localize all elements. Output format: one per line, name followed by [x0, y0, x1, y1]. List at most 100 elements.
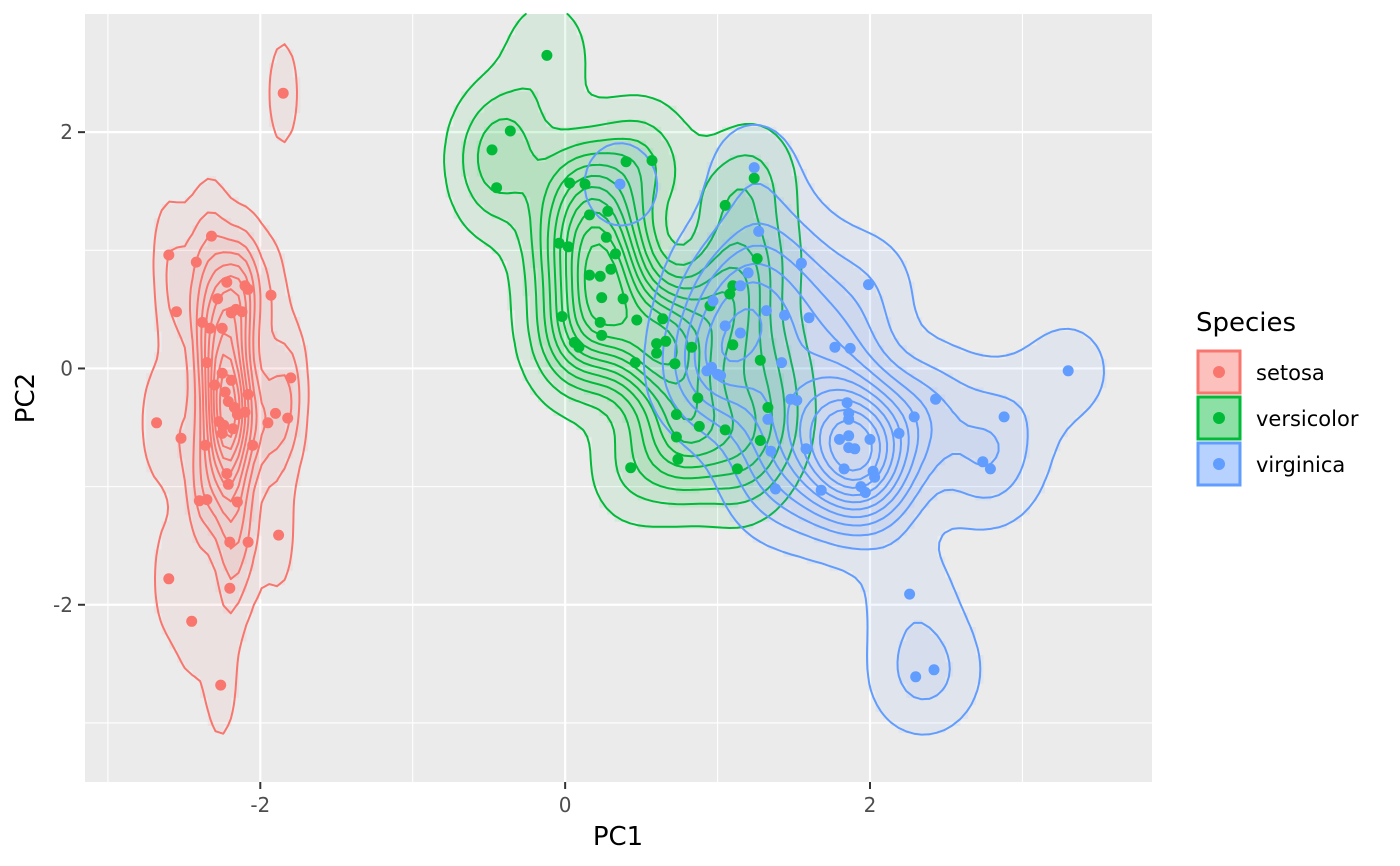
virginica-point	[742, 267, 754, 279]
setosa-point	[215, 679, 227, 691]
versicolor-point	[670, 431, 682, 443]
versicolor-point	[562, 241, 574, 253]
axes: -2 0 2 -2 0 2	[53, 120, 876, 817]
versicolor-point	[660, 335, 672, 347]
legend-label-setosa: setosa	[1256, 361, 1325, 385]
setosa-contour-line	[212, 332, 244, 462]
setosa-point	[221, 276, 233, 288]
virginica-point	[843, 430, 855, 442]
versicolor-point	[727, 339, 739, 351]
versicolor-contour-line	[443, 13, 817, 529]
virginica-point	[908, 411, 920, 423]
setosa-point	[186, 615, 198, 627]
virginica-point	[800, 443, 812, 455]
legend: Species setosa versicolor virginica	[1196, 308, 1359, 487]
versicolor-point	[762, 402, 774, 413]
setosa-point	[224, 536, 236, 548]
virginica-point	[715, 370, 727, 382]
setosa-point	[219, 386, 231, 398]
virginica-point	[779, 309, 791, 321]
virginica-point	[841, 397, 853, 409]
setosa-point	[225, 374, 237, 386]
setosa-point	[262, 417, 274, 429]
setosa-point	[242, 283, 254, 295]
virginica-point	[930, 393, 942, 405]
versicolor-point	[631, 314, 643, 326]
virginica-contour-line	[818, 408, 881, 481]
setosa-point	[212, 293, 224, 305]
virginica-point	[614, 178, 626, 190]
virginica-point	[864, 433, 876, 445]
virginica-point	[838, 463, 850, 475]
x-tick-label: -2	[250, 793, 270, 817]
versicolor-point	[669, 358, 681, 370]
versicolor-contour-line	[576, 226, 678, 366]
versicolor-density-lines	[443, 13, 817, 529]
setosa-point	[218, 419, 230, 431]
versicolor-point	[541, 49, 553, 61]
virginica-point	[984, 463, 996, 475]
virginica-point	[904, 588, 916, 600]
versicolor-point	[596, 292, 608, 304]
versicolor-point	[629, 357, 641, 369]
virginica-point	[765, 445, 777, 457]
virginica-point	[770, 483, 781, 495]
legend-label-versicolor: versicolor	[1256, 407, 1359, 431]
setosa-point	[282, 412, 294, 424]
versicolor-point	[625, 462, 637, 474]
setosa-point	[216, 322, 228, 334]
virginica-point	[803, 312, 815, 324]
virginica-contour-line	[704, 281, 910, 511]
setosa-point	[175, 432, 187, 444]
versicolor-point	[693, 420, 705, 432]
versicolor-point	[748, 172, 760, 184]
grid-lines	[85, 14, 1152, 782]
versicolor-point	[646, 155, 658, 166]
versicolor-point	[657, 313, 669, 325]
versicolor-point	[491, 182, 503, 194]
setosa-point	[199, 439, 211, 451]
versicolor-point	[651, 338, 663, 350]
setosa-point	[270, 407, 281, 419]
legend-items: setosa versicolor virginica	[1196, 349, 1359, 487]
setosa-point	[163, 573, 175, 585]
virginica-point	[869, 471, 881, 483]
versicolor-point	[610, 248, 621, 260]
virginica-point	[849, 443, 861, 455]
versicolor-point	[727, 280, 739, 292]
setosa-point	[171, 306, 182, 318]
setosa-point	[236, 306, 248, 318]
data-points	[151, 49, 1074, 691]
virginica-point	[719, 320, 731, 332]
versicolor-point	[731, 463, 743, 475]
setosa-point	[222, 478, 234, 490]
setosa-point	[206, 230, 217, 242]
setosa-point	[204, 322, 216, 334]
setosa-contour-line	[204, 275, 253, 503]
setosa-point	[231, 496, 243, 508]
versicolor-point	[754, 354, 766, 366]
versicolor-point	[602, 205, 614, 217]
versicolor-point	[719, 424, 731, 436]
virginica-density-fill	[584, 126, 1107, 734]
virginica-point	[815, 484, 827, 496]
versicolor-point	[556, 311, 568, 322]
virginica-point	[776, 357, 788, 369]
setosa-point	[216, 427, 228, 439]
setosa-point	[201, 357, 213, 369]
versicolor-point	[564, 177, 576, 189]
virginica-point	[863, 279, 874, 291]
y-tick-label: 0	[60, 356, 73, 380]
legend-dot-virginica	[1213, 458, 1225, 470]
setosa-point	[221, 468, 233, 480]
virginica-density-lines	[583, 123, 1105, 736]
versicolor-point	[692, 392, 704, 404]
virginica-point	[748, 162, 760, 174]
virginica-contour-line	[693, 262, 920, 519]
versicolor-point	[670, 409, 682, 420]
virginica-point	[843, 413, 855, 425]
versicolor-point	[620, 156, 632, 168]
virginica-point	[910, 671, 922, 683]
virginica-point	[762, 413, 774, 425]
virginica-point	[977, 456, 989, 468]
